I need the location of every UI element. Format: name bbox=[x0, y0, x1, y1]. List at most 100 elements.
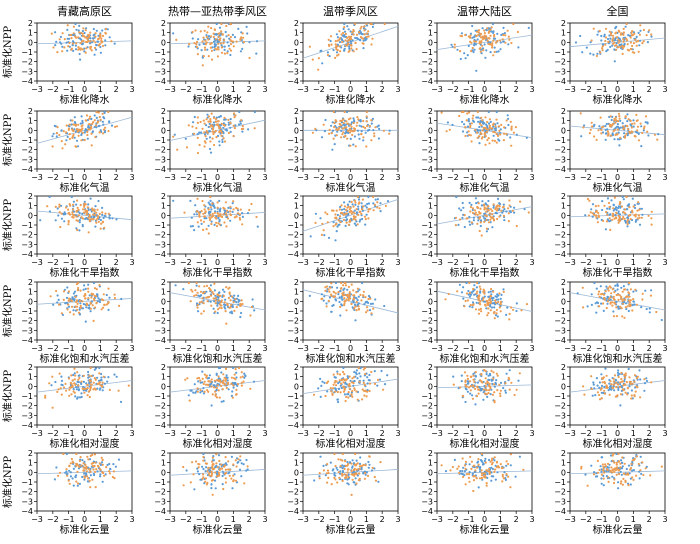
data-point bbox=[333, 381, 336, 384]
data-point bbox=[367, 202, 371, 205]
data-point bbox=[499, 381, 503, 384]
data-point bbox=[365, 110, 368, 114]
data-point bbox=[80, 380, 83, 383]
data-point bbox=[208, 216, 211, 219]
data-point bbox=[73, 378, 76, 381]
data-point bbox=[329, 387, 332, 390]
data-point bbox=[89, 474, 92, 477]
data-point bbox=[626, 393, 629, 396]
data-point bbox=[491, 22, 495, 26]
x-tick-label: −1 bbox=[63, 173, 75, 182]
data-point bbox=[213, 300, 216, 303]
data-point bbox=[346, 393, 349, 396]
data-point bbox=[75, 123, 78, 126]
data-point bbox=[84, 29, 87, 32]
data-point bbox=[479, 300, 482, 303]
data-point bbox=[90, 125, 93, 128]
x-tick-label: 2 bbox=[514, 429, 519, 438]
data-point bbox=[338, 41, 342, 44]
data-point bbox=[217, 389, 220, 392]
data-point bbox=[65, 470, 68, 473]
x-tick-label: 1 bbox=[98, 515, 103, 524]
y-tick-label: −2 bbox=[421, 317, 433, 326]
data-point bbox=[508, 388, 511, 391]
data-point bbox=[235, 376, 238, 379]
data-point bbox=[357, 308, 361, 311]
x-tick-label: 0 bbox=[615, 85, 620, 94]
data-point bbox=[219, 366, 222, 370]
x-axis-label: 标准化饱和水汽压差 bbox=[306, 352, 396, 365]
data-point bbox=[239, 50, 242, 53]
data-point bbox=[459, 386, 462, 389]
data-point bbox=[92, 39, 95, 42]
data-point bbox=[615, 381, 618, 384]
data-point bbox=[470, 221, 473, 224]
data-point bbox=[483, 31, 486, 35]
data-point bbox=[494, 208, 497, 211]
data-point bbox=[66, 49, 69, 52]
data-point bbox=[605, 285, 608, 288]
data-point bbox=[88, 306, 91, 309]
x-tick-label: −2 bbox=[313, 429, 325, 438]
x-tick-label: 2 bbox=[380, 173, 385, 182]
data-point bbox=[98, 212, 101, 215]
data-point bbox=[500, 209, 503, 212]
data-point bbox=[337, 219, 340, 222]
data-point bbox=[240, 384, 243, 387]
data-point bbox=[79, 58, 82, 61]
x-tick-label: 1 bbox=[364, 429, 369, 438]
x-tick-label: 1 bbox=[364, 258, 369, 267]
data-point bbox=[633, 134, 636, 138]
data-point bbox=[207, 35, 211, 38]
data-point bbox=[218, 144, 221, 147]
data-point bbox=[331, 393, 334, 396]
data-point bbox=[635, 35, 638, 39]
data-point bbox=[207, 224, 210, 227]
data-point bbox=[372, 209, 375, 212]
data-point bbox=[645, 379, 649, 383]
data-point bbox=[355, 33, 359, 36]
data-point bbox=[611, 218, 614, 221]
data-point bbox=[487, 311, 490, 315]
data-point bbox=[490, 297, 493, 300]
data-point bbox=[362, 381, 365, 384]
data-point bbox=[244, 374, 247, 377]
data-point bbox=[604, 27, 608, 30]
data-point bbox=[473, 209, 476, 212]
data-point bbox=[203, 390, 206, 393]
trend-line bbox=[302, 199, 399, 232]
data-point bbox=[608, 207, 611, 210]
data-point bbox=[613, 60, 616, 63]
data-point bbox=[359, 210, 362, 213]
data-point bbox=[77, 464, 80, 467]
data-point bbox=[209, 35, 213, 38]
data-point bbox=[477, 392, 480, 395]
x-tick-label: −2 bbox=[180, 344, 192, 353]
data-point bbox=[481, 119, 484, 122]
x-tick-label: 0 bbox=[82, 429, 87, 438]
data-point bbox=[472, 378, 475, 381]
data-point bbox=[368, 382, 371, 385]
data-point bbox=[477, 388, 480, 391]
data-point bbox=[617, 219, 620, 222]
data-point bbox=[516, 30, 520, 34]
data-point bbox=[220, 44, 223, 47]
data-point bbox=[240, 119, 243, 122]
y-tick-label: −2 bbox=[554, 146, 566, 155]
data-point bbox=[337, 382, 340, 385]
data-point bbox=[638, 216, 641, 219]
y-tick-label: −2 bbox=[554, 317, 566, 326]
data-point bbox=[80, 395, 83, 399]
y-tick-label: 0 bbox=[561, 126, 566, 135]
x-tick-label: −1 bbox=[196, 258, 208, 267]
data-point bbox=[331, 129, 335, 132]
data-point bbox=[92, 468, 95, 471]
data-point bbox=[233, 36, 237, 39]
data-point bbox=[255, 215, 258, 219]
data-point bbox=[335, 51, 339, 54]
data-point bbox=[628, 206, 631, 209]
data-point bbox=[630, 389, 634, 392]
data-point bbox=[620, 296, 623, 299]
data-point bbox=[222, 379, 225, 382]
